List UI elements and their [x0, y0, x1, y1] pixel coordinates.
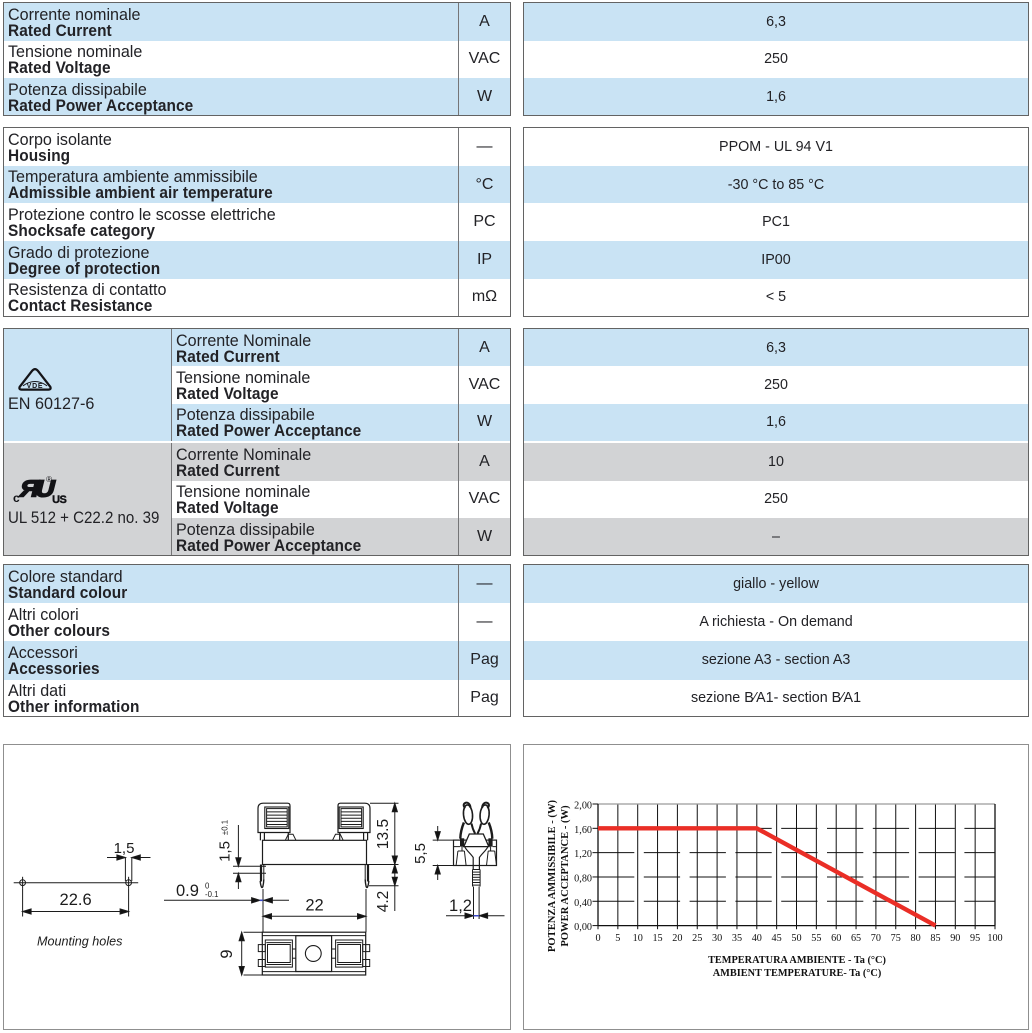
svg-text:0: 0: [205, 882, 210, 891]
svg-text:40: 40: [752, 933, 762, 944]
svg-text:50: 50: [791, 933, 801, 944]
svg-text:5: 5: [615, 933, 620, 944]
svg-text:2,00: 2,00: [574, 801, 592, 812]
svg-text:0.9: 0.9: [176, 882, 199, 900]
svg-text:VDE: VDE: [27, 383, 44, 390]
svg-text:25: 25: [692, 933, 702, 944]
svg-text:POTENZA AMMISSIBILE - (W): POTENZA AMMISSIBILE - (W): [547, 799, 558, 952]
svg-text:100: 100: [987, 933, 1002, 944]
svg-text:15: 15: [652, 933, 662, 944]
svg-text:0,00: 0,00: [574, 922, 592, 933]
svg-text:5,5: 5,5: [412, 843, 429, 864]
svg-text:4.2: 4.2: [375, 891, 392, 913]
svg-text:1,5: 1,5: [217, 841, 234, 862]
svg-text:45: 45: [772, 933, 782, 944]
svg-text:90: 90: [950, 933, 960, 944]
svg-text:75: 75: [891, 933, 901, 944]
svg-text:TEMPERATURA AMBIENTE - Ta (°C): TEMPERATURA AMBIENTE - Ta (°C): [708, 955, 886, 966]
svg-text:13.5: 13.5: [375, 819, 392, 849]
svg-text:Mounting holes: Mounting holes: [37, 935, 123, 949]
svg-text:95: 95: [970, 933, 980, 944]
svg-text:22: 22: [305, 897, 323, 915]
svg-text:1,5: 1,5: [114, 840, 135, 857]
svg-text:70: 70: [871, 933, 881, 944]
svg-text:POWER ACCEPTANCE - (W): POWER ACCEPTANCE - (W): [560, 805, 571, 947]
svg-text:10: 10: [633, 933, 643, 944]
svg-text:20: 20: [672, 933, 682, 944]
svg-text:AMBIENT TEMPERATURE- Ta (°C): AMBIENT TEMPERATURE- Ta (°C): [713, 968, 882, 979]
svg-text:0,40: 0,40: [574, 898, 592, 909]
svg-text:±0.1: ±0.1: [221, 820, 230, 835]
svg-text:9: 9: [218, 949, 236, 958]
svg-text:65: 65: [851, 933, 861, 944]
svg-text:30: 30: [712, 933, 722, 944]
svg-text:0,80: 0,80: [574, 874, 592, 885]
svg-text:1,2: 1,2: [449, 897, 472, 915]
svg-text:0: 0: [595, 933, 600, 944]
svg-text:1,60: 1,60: [574, 825, 592, 836]
svg-text:60: 60: [831, 933, 841, 944]
svg-text:22.6: 22.6: [60, 891, 92, 909]
svg-text:80: 80: [911, 933, 921, 944]
svg-text:55: 55: [811, 933, 821, 944]
svg-text:85: 85: [930, 933, 940, 944]
svg-text:35: 35: [732, 933, 742, 944]
svg-text:1,20: 1,20: [574, 849, 592, 860]
svg-text:-0.1: -0.1: [205, 890, 218, 899]
